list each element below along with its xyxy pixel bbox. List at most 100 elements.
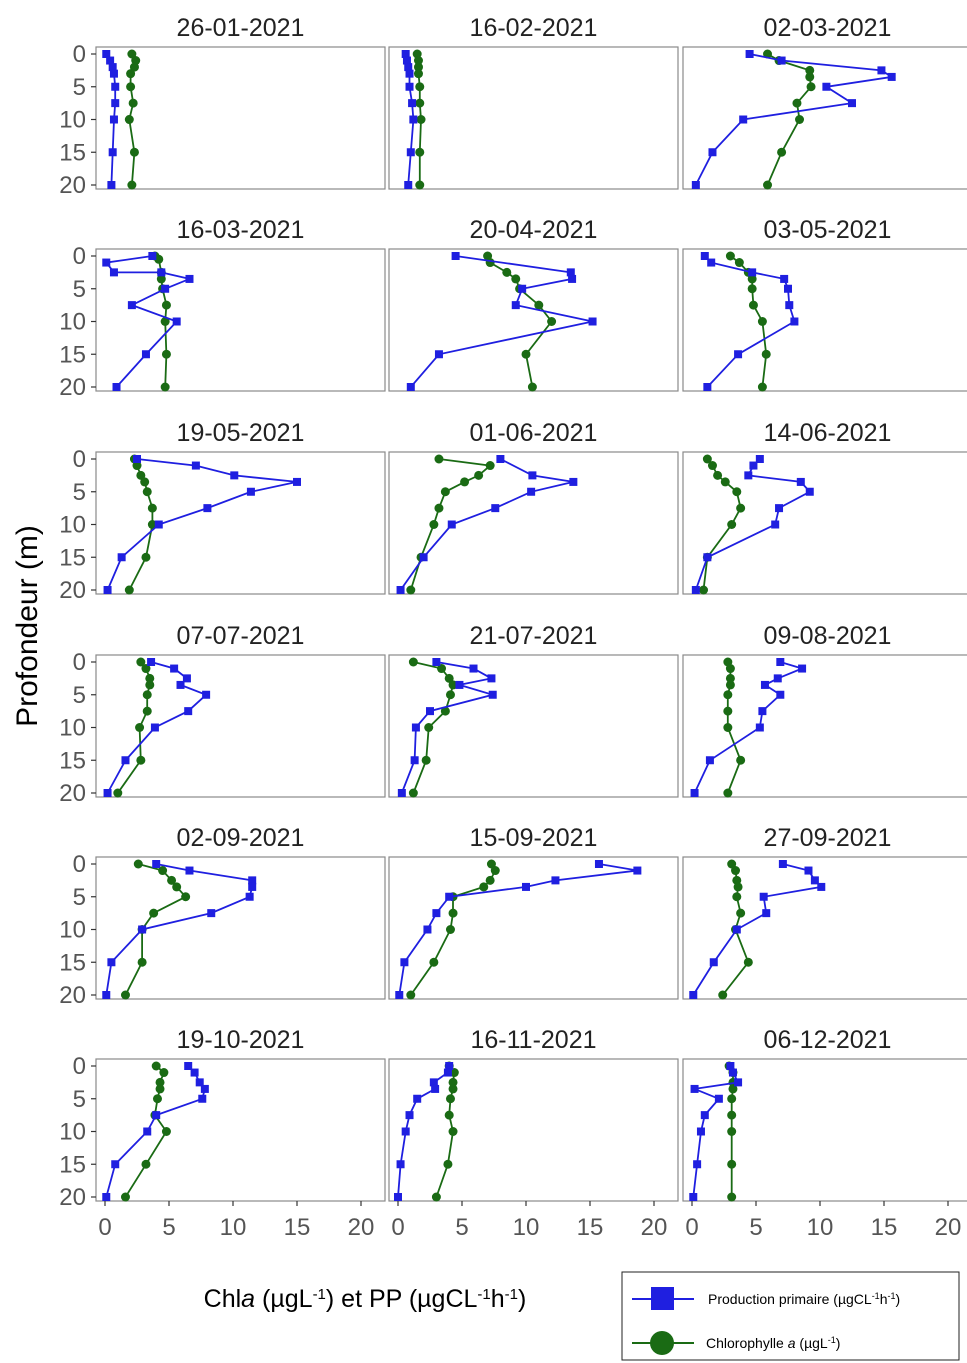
chl-point bbox=[736, 908, 746, 918]
x-tick-label: 15 bbox=[871, 1214, 898, 1241]
pp-point bbox=[117, 553, 126, 562]
pp-point bbox=[152, 1111, 161, 1120]
pp-point bbox=[404, 63, 413, 72]
pp-point bbox=[734, 1078, 743, 1087]
panel: 21-07-2021 bbox=[388, 622, 679, 798]
pp-point bbox=[776, 690, 785, 699]
chl-point bbox=[424, 723, 434, 732]
pp-point bbox=[528, 471, 537, 480]
pp-point bbox=[696, 1127, 705, 1136]
chl-point bbox=[445, 925, 455, 934]
pp-point bbox=[705, 756, 714, 765]
pp-point bbox=[395, 991, 404, 999]
chl-point bbox=[415, 180, 425, 190]
panel: 19-05-2021 0 5 10 15 20 bbox=[59, 419, 386, 604]
y-tick-label: 10 bbox=[59, 107, 86, 134]
chl-point bbox=[160, 317, 170, 326]
panel-frame bbox=[95, 1058, 386, 1202]
pp-point bbox=[405, 69, 414, 78]
chl-point bbox=[431, 1192, 441, 1202]
chl-point bbox=[406, 990, 416, 1000]
chl-point bbox=[723, 788, 733, 798]
y-tick-label: 15 bbox=[59, 341, 86, 368]
pp-point bbox=[700, 1111, 709, 1120]
chl-point bbox=[713, 470, 723, 480]
chl-point bbox=[120, 1192, 130, 1202]
chl-point bbox=[113, 788, 123, 798]
label-part: ) et PP (µgCL bbox=[326, 1285, 478, 1313]
pp-point bbox=[111, 1160, 120, 1169]
panel-frame bbox=[682, 46, 967, 190]
legend-pp-marker bbox=[651, 1287, 674, 1310]
pp-point bbox=[434, 350, 443, 359]
panel-title: 07-07-2021 bbox=[177, 622, 305, 650]
pp-point bbox=[248, 876, 257, 885]
pp-point bbox=[111, 82, 120, 91]
panel-title: 02-09-2021 bbox=[177, 824, 305, 852]
label-part: a bbox=[241, 1285, 255, 1313]
panel-title: 19-05-2021 bbox=[177, 419, 305, 447]
legend-chl-marker bbox=[650, 1331, 674, 1355]
panel-title: 27-09-2021 bbox=[764, 824, 892, 852]
pp-point bbox=[487, 674, 496, 683]
label-part: ) bbox=[896, 1291, 901, 1307]
panel: 03-05-2021 bbox=[682, 216, 967, 392]
panel-title: 20-04-2021 bbox=[470, 216, 598, 244]
chl-point bbox=[127, 49, 137, 59]
panel: 07-07-2021 0 5 10 15 20 bbox=[59, 622, 386, 807]
y-tick-label: 5 bbox=[73, 1086, 86, 1113]
chl-point bbox=[795, 115, 805, 124]
y-tick-label: 5 bbox=[73, 682, 86, 709]
pp-point bbox=[108, 148, 117, 157]
label-part: Chlorophylle bbox=[706, 1335, 788, 1351]
pp-point bbox=[703, 383, 712, 391]
chl-point bbox=[415, 82, 425, 92]
pp-point bbox=[773, 674, 782, 683]
label-part: -1 bbox=[505, 1286, 518, 1303]
pp-point bbox=[775, 504, 784, 513]
x-tick-label: 0 bbox=[685, 1214, 698, 1241]
pp-point bbox=[195, 1078, 204, 1087]
chl-point bbox=[805, 65, 815, 75]
x-tick-label: 10 bbox=[220, 1214, 247, 1241]
pp-point bbox=[784, 284, 792, 293]
x-tick-label: 10 bbox=[513, 1214, 540, 1241]
pp-point bbox=[527, 487, 536, 496]
panel-title: 06-12-2021 bbox=[764, 1026, 892, 1054]
pp-point bbox=[102, 258, 111, 267]
pp-point bbox=[182, 674, 191, 683]
pp-point bbox=[785, 301, 794, 310]
pp-point bbox=[745, 50, 754, 58]
chl-point bbox=[156, 274, 166, 284]
pp-point bbox=[734, 350, 743, 359]
chl-point bbox=[727, 1110, 737, 1120]
chl-point bbox=[413, 62, 423, 72]
chl-point bbox=[725, 673, 735, 683]
chl-point bbox=[415, 147, 425, 157]
chl-point bbox=[445, 690, 455, 700]
pp-point bbox=[102, 1193, 111, 1201]
panel-frame bbox=[95, 654, 386, 798]
panel: 06-12-2021 bbox=[682, 1026, 967, 1202]
chl-point bbox=[725, 664, 735, 674]
pp-point bbox=[409, 115, 418, 124]
pp-point bbox=[157, 268, 166, 277]
chl-point bbox=[161, 300, 171, 310]
y-tick-label: 0 bbox=[73, 851, 86, 878]
chl-point bbox=[449, 1068, 459, 1078]
panel-title: 15-09-2021 bbox=[470, 824, 598, 852]
y-tick-label: 20 bbox=[59, 374, 86, 401]
pp-point bbox=[108, 63, 117, 72]
chl-point bbox=[485, 875, 495, 885]
label-part: -1 bbox=[828, 1335, 836, 1345]
chl-point bbox=[421, 755, 431, 765]
pp-point bbox=[202, 690, 211, 699]
pp-point bbox=[411, 723, 420, 732]
panel-title: 02-03-2021 bbox=[764, 14, 892, 42]
chl-point bbox=[142, 706, 152, 716]
pp-point bbox=[248, 882, 257, 891]
chl-point bbox=[727, 1192, 737, 1202]
chl-point bbox=[142, 487, 152, 497]
chl-point bbox=[434, 503, 444, 513]
